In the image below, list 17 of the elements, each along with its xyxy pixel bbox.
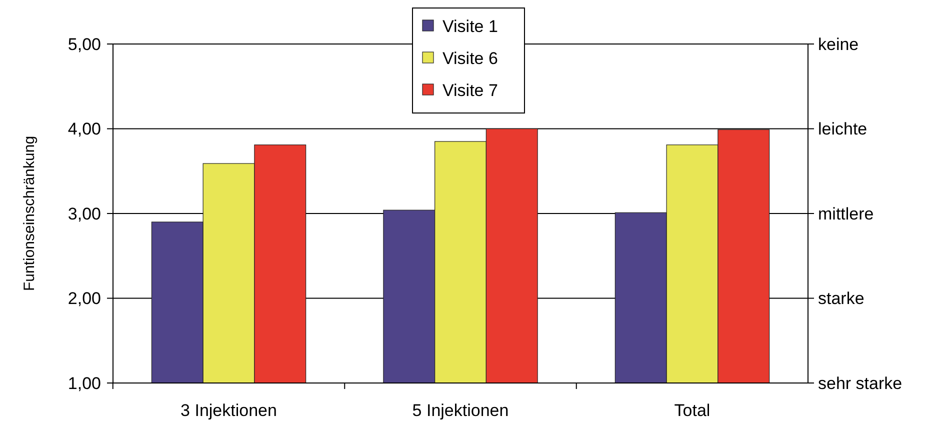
legend-label: Visite 1 bbox=[442, 16, 498, 36]
y-tick-label: 2,00 bbox=[68, 289, 101, 308]
x-tick-label: 5 Injektionen bbox=[412, 401, 509, 420]
ref-line-label: starke bbox=[818, 289, 864, 308]
ref-line-label: keine bbox=[818, 34, 859, 54]
ref-line-label: leichte bbox=[818, 120, 868, 139]
legend-label: Visite 6 bbox=[442, 48, 498, 68]
x-tick-label: 3 Injektionen bbox=[180, 401, 277, 420]
ref-line-label: sehr starke bbox=[818, 374, 902, 393]
y-tick-label: 1,00 bbox=[68, 374, 101, 393]
y-tick-label: 4,00 bbox=[68, 120, 101, 139]
x-tick-label: Total bbox=[674, 401, 710, 420]
legend-label: Visite 7 bbox=[442, 80, 498, 100]
y-tick-label: 5,00 bbox=[68, 34, 101, 54]
y-tick-label: 3,00 bbox=[68, 204, 101, 224]
ref-line-label: mittlere bbox=[818, 204, 874, 224]
y-axis-title: Funtionseinschränkung bbox=[21, 136, 38, 292]
